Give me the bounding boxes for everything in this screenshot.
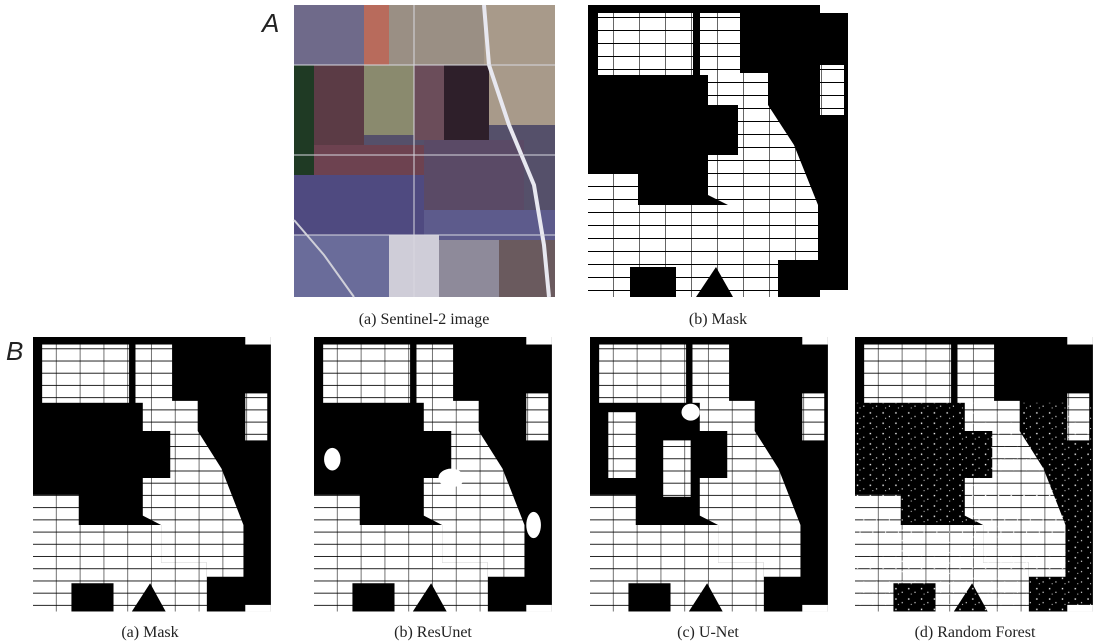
blob <box>663 440 690 496</box>
field <box>439 240 499 297</box>
blob <box>526 512 541 538</box>
caption: (b) ResUnet <box>394 624 472 641</box>
field <box>294 235 389 297</box>
field <box>294 65 314 175</box>
blob <box>682 404 700 421</box>
satellite-image <box>294 5 555 297</box>
field <box>444 65 489 145</box>
caption: (b) Mask <box>689 311 747 328</box>
prediction <box>314 337 552 611</box>
resunet-image <box>314 337 552 611</box>
mask-image <box>33 337 271 611</box>
noise <box>855 403 1093 612</box>
panel-label: A <box>260 8 279 38</box>
random-forest-image <box>855 337 1093 611</box>
unet-image <box>590 337 828 611</box>
caption: (a) Mask <box>121 624 178 641</box>
field <box>414 65 449 140</box>
field <box>294 175 424 235</box>
field <box>389 5 484 65</box>
panel-label: B <box>6 336 23 366</box>
figure: A (a) Sentinel-2 image (b) Mask B <box>0 0 1095 643</box>
caption: (a) Sentinel-2 image <box>359 311 490 328</box>
blob <box>324 448 340 471</box>
field <box>424 140 524 210</box>
mask-image <box>588 5 848 297</box>
caption: (c) U-Net <box>677 624 739 641</box>
field <box>314 65 364 145</box>
caption: (d) Random Forest <box>915 624 1036 641</box>
blob <box>438 469 464 488</box>
field <box>364 65 414 135</box>
field <box>364 5 389 70</box>
blob <box>608 412 635 478</box>
